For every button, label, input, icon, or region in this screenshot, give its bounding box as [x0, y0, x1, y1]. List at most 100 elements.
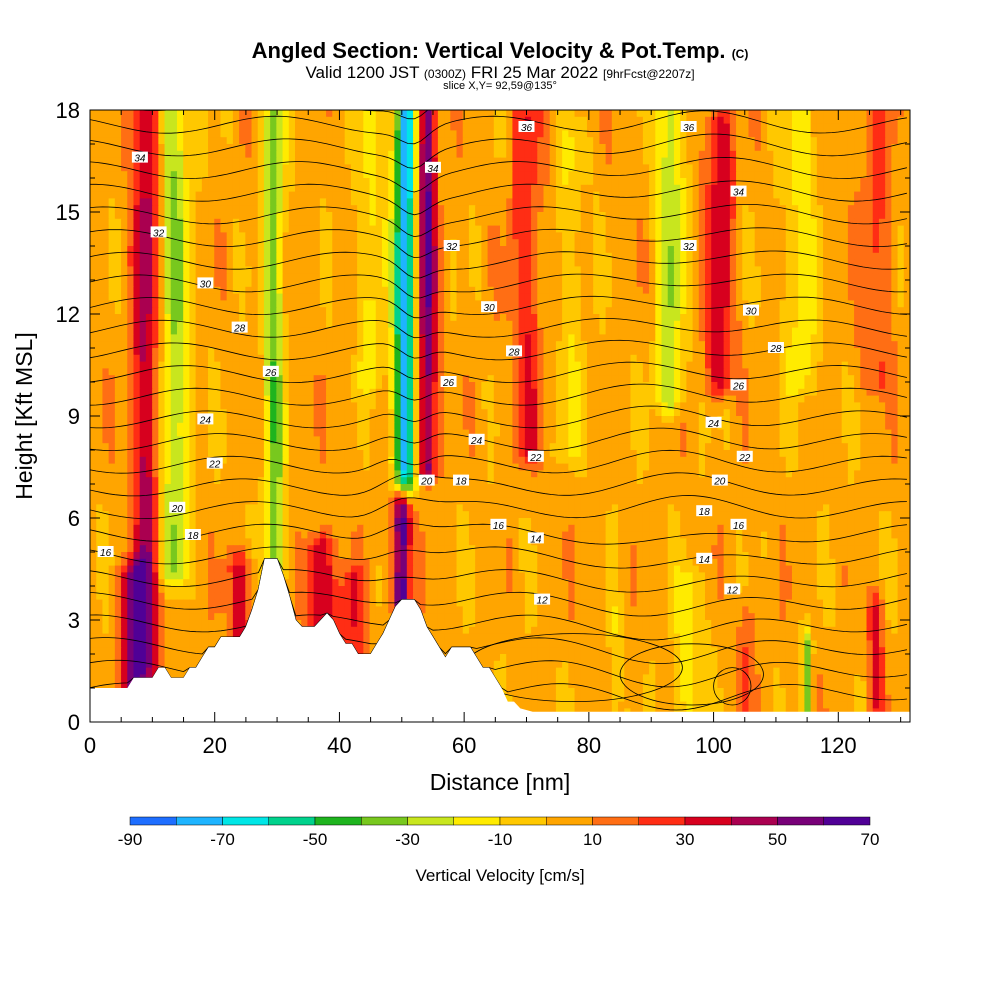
velocity-cell-2117: [121, 218, 128, 227]
velocity-cell-3971: [158, 314, 166, 322]
velocity-cell-2269: [245, 225, 253, 233]
velocity-cell-577: [394, 137, 402, 145]
velocity-cell-2617: [767, 239, 774, 247]
velocity-cell-2070: [649, 212, 656, 220]
velocity-cell-1876: [263, 205, 271, 213]
velocity-cell-4538: [400, 341, 408, 349]
velocity-cell-3970: [152, 314, 159, 322]
chart-title: Angled Section: Vertical Velocity & Pot.…: [252, 38, 749, 63]
velocity-cell-1398: [574, 178, 582, 186]
velocity-cell-4013: [419, 314, 427, 322]
velocity-cell-4274: [400, 327, 408, 335]
velocity-cell-1159: [729, 164, 737, 172]
velocity-cell-3626: [475, 293, 482, 301]
velocity-cell-3139: [729, 266, 737, 274]
velocity-cell-592: [487, 137, 495, 145]
velocity-cell-2594: [624, 239, 632, 247]
velocity-cell-1950: [723, 205, 731, 213]
velocity-cell-1003: [580, 157, 588, 165]
velocity-cell-4265: [344, 327, 352, 335]
velocity-cell-1836: [835, 198, 843, 206]
velocity-cell-1220: [288, 171, 296, 179]
velocity-cell-75: [555, 110, 563, 118]
velocity-cell-1026: [723, 157, 731, 165]
velocity-cell-2277: [295, 225, 302, 233]
velocity-cell-1994: [176, 212, 184, 220]
velocity-cell-1019: [680, 157, 687, 165]
velocity-cell-3915: [630, 307, 638, 315]
velocity-cell-1342: [226, 178, 234, 186]
velocity-cell-3182: [176, 273, 184, 281]
velocity-cell-1253: [493, 171, 501, 179]
velocity-cell-821: [270, 150, 277, 159]
velocity-cell-2870: [698, 252, 706, 261]
velocity-cell-3876: [388, 307, 395, 315]
velocity-cell-2749: [767, 246, 774, 254]
velocity-cell-2071: [655, 212, 663, 220]
velocity-cell-789: [891, 144, 899, 152]
velocity-cell-189: [444, 116, 451, 125]
velocity-cell-1818: [723, 198, 731, 206]
velocity-cell-1419: [705, 178, 712, 186]
velocity-cell-4541: [419, 341, 427, 349]
velocity-cell-2726: [624, 246, 632, 254]
velocity-cell-4131: [332, 320, 340, 329]
velocity-cell-3750: [425, 300, 433, 308]
velocity-cell-2418: [350, 232, 358, 240]
velocity-cell-1721: [121, 198, 128, 206]
velocity-cell-798: [127, 150, 135, 159]
velocity-cell-3097: [468, 266, 476, 274]
velocity-cell-4341: [816, 327, 824, 335]
velocity-cell-4170: [574, 320, 582, 329]
velocity-cell-2027: [381, 212, 389, 220]
velocity-cell-4663: [357, 348, 364, 356]
velocity-cell-1188: [90, 171, 97, 179]
velocity-cell-3462: [276, 286, 284, 295]
velocity-cell-317: [419, 123, 427, 131]
velocity-cell-4651: [282, 348, 290, 356]
velocity-cell-947: [232, 157, 240, 165]
velocity-cell-963: [332, 157, 340, 165]
velocity-cell-4166: [549, 320, 557, 329]
velocity-cell-4261: [319, 327, 327, 335]
velocity-cell-3287: [829, 273, 837, 281]
velocity-cell-2086: [748, 212, 756, 220]
velocity-cell-3949: [841, 307, 849, 315]
velocity-cell-4704: [611, 348, 619, 356]
velocity-cell-2226: [798, 218, 805, 227]
velocity-cell-32: [288, 110, 296, 118]
velocity-cell-3008: [736, 259, 743, 267]
velocity-cell-2371: [878, 225, 886, 233]
velocity-cell-805: [170, 150, 178, 159]
velocity-cell-1327: [133, 178, 141, 186]
velocity-cell-470: [549, 130, 557, 138]
velocity-cell-4542: [425, 341, 433, 349]
velocity-cell-3910: [599, 307, 607, 315]
velocity-cell-1968: [835, 205, 843, 213]
velocity-cell-4331: [754, 327, 762, 335]
velocity-cell-4879: [878, 354, 886, 363]
velocity-cell-2911: [133, 259, 141, 267]
velocity-cell-1378: [450, 178, 458, 186]
velocity-cell-2667: [257, 246, 265, 254]
velocity-cell-377: [791, 123, 799, 131]
velocity-cell-976: [413, 157, 420, 165]
velocity-cell-2161: [394, 218, 402, 227]
velocity-cell-667: [133, 144, 141, 152]
velocity-cell-3301: [96, 280, 104, 288]
velocity-cell-2338: [673, 225, 681, 233]
velocity-cell-3478: [375, 286, 383, 295]
velocity-cell-4716: [686, 348, 694, 356]
velocity-cell-3232: [487, 273, 495, 281]
velocity-cell-1626: [350, 191, 358, 199]
velocity-cell-543: [183, 137, 190, 145]
velocity-cell-152: [214, 116, 222, 125]
velocity-cell-2763: [854, 246, 861, 254]
velocity-cell-1059: [108, 164, 116, 172]
velocity-cell-2821: [394, 252, 402, 261]
velocity-cell-1509: [444, 184, 451, 193]
velocity-cell-4320: [686, 327, 694, 335]
velocity-cell-2513: [121, 239, 128, 247]
velocity-cell-2488: [785, 232, 793, 240]
velocity-cell-2441: [493, 232, 501, 240]
